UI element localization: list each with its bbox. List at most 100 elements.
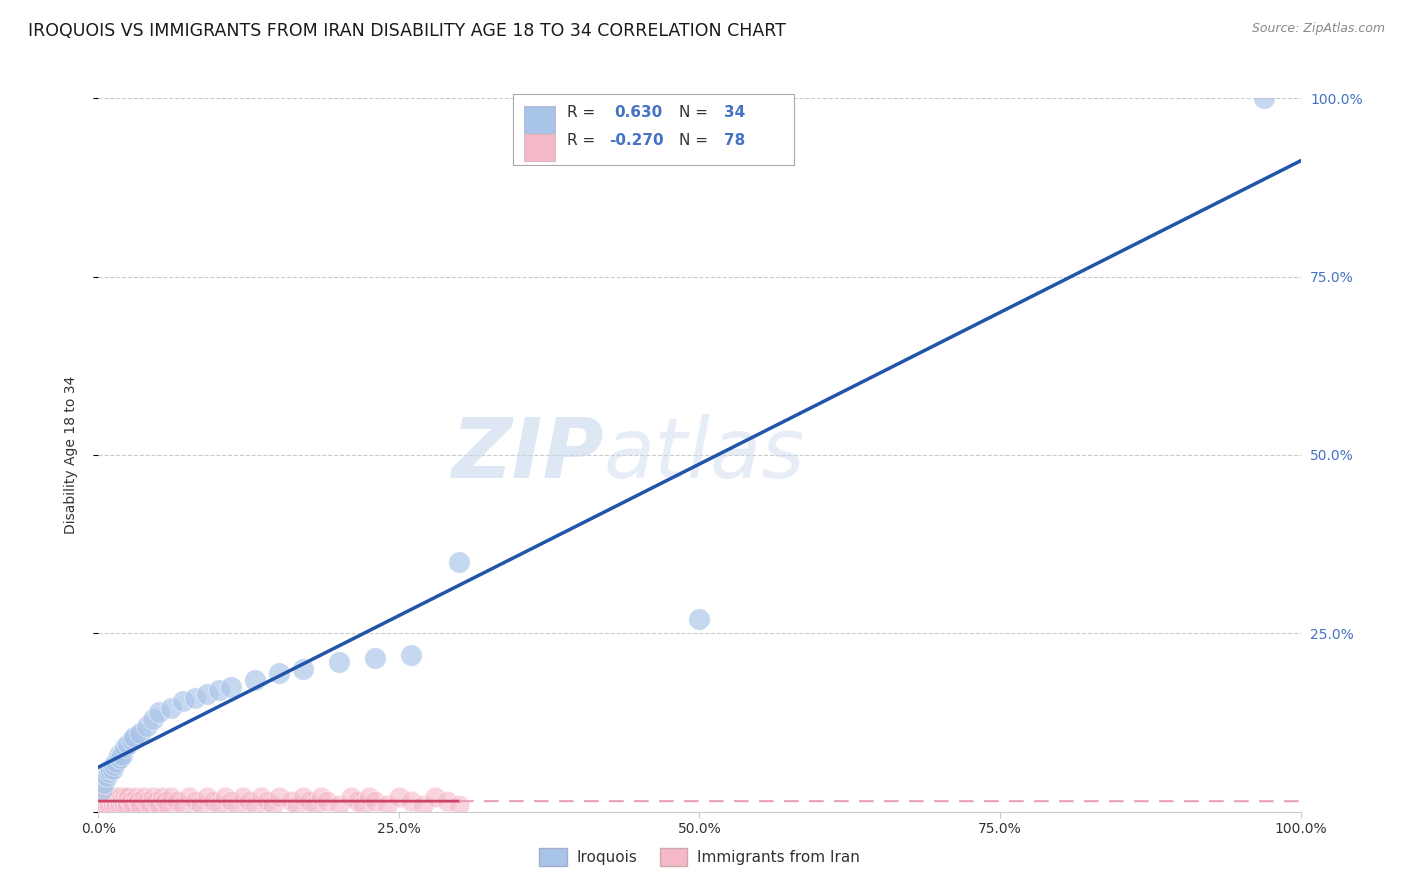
Point	[148, 705, 170, 719]
Point	[117, 797, 139, 812]
Point	[183, 690, 205, 705]
Point	[132, 790, 155, 805]
Point	[110, 790, 132, 805]
Point	[166, 794, 188, 808]
Point	[112, 797, 135, 812]
Point	[291, 662, 314, 676]
Point	[364, 651, 387, 665]
Text: ZIP: ZIP	[451, 415, 603, 495]
Text: R =: R =	[567, 105, 595, 120]
Point	[98, 765, 121, 780]
Point	[159, 790, 181, 805]
Point	[100, 762, 122, 776]
Point	[114, 740, 136, 755]
Point	[103, 790, 125, 805]
Point	[90, 794, 112, 808]
Point	[117, 737, 139, 751]
Point	[399, 794, 422, 808]
Point	[94, 797, 117, 812]
Legend: Iroquois, Immigrants from Iran: Iroquois, Immigrants from Iran	[533, 842, 866, 871]
Point	[436, 794, 458, 808]
Point	[122, 797, 145, 812]
Text: 78: 78	[724, 133, 745, 148]
Point	[104, 794, 127, 808]
Point	[91, 783, 114, 797]
Point	[201, 794, 224, 808]
Point	[195, 687, 218, 701]
Point	[111, 794, 134, 808]
Text: R =: R =	[567, 133, 595, 148]
Point	[447, 555, 470, 569]
Point	[328, 797, 350, 812]
Point	[298, 794, 321, 808]
Point	[121, 733, 143, 747]
Point	[107, 790, 129, 805]
Text: N =: N =	[679, 133, 709, 148]
Text: 34: 34	[724, 105, 745, 120]
Text: N =: N =	[679, 105, 709, 120]
Point	[91, 790, 114, 805]
Point	[105, 797, 128, 812]
Point	[93, 776, 115, 790]
Point	[172, 797, 194, 812]
Point	[98, 797, 121, 812]
Point	[219, 680, 242, 694]
Point	[141, 712, 163, 726]
Point	[267, 790, 290, 805]
Point	[105, 755, 128, 769]
Point	[108, 747, 131, 762]
Point	[172, 694, 194, 708]
Text: -0.270: -0.270	[609, 133, 664, 148]
Point	[262, 797, 284, 812]
Point	[135, 794, 157, 808]
Point	[352, 797, 374, 812]
Point	[141, 790, 163, 805]
Point	[285, 797, 308, 812]
Point	[108, 751, 131, 765]
Point	[96, 790, 118, 805]
Point	[129, 797, 152, 812]
Point	[125, 790, 148, 805]
Point	[280, 794, 302, 808]
Point	[145, 794, 167, 808]
Point	[315, 794, 337, 808]
Point	[129, 726, 152, 740]
Point	[157, 797, 180, 812]
Point	[364, 794, 387, 808]
Point	[190, 797, 212, 812]
Text: 0.630: 0.630	[614, 105, 662, 120]
Point	[243, 797, 266, 812]
Point	[150, 790, 173, 805]
Point	[340, 790, 363, 805]
Point	[243, 673, 266, 687]
Point	[238, 794, 260, 808]
Point	[115, 794, 138, 808]
Point	[232, 790, 254, 805]
Point	[114, 790, 136, 805]
Point	[89, 797, 111, 812]
Point	[291, 790, 314, 805]
Point	[388, 790, 411, 805]
Point	[139, 797, 162, 812]
Point	[328, 655, 350, 669]
Point	[375, 797, 398, 812]
Point	[1253, 91, 1275, 105]
Text: Source: ZipAtlas.com: Source: ZipAtlas.com	[1251, 22, 1385, 36]
Point	[447, 797, 470, 812]
Point	[689, 612, 711, 626]
Point	[256, 794, 278, 808]
Point	[101, 762, 124, 776]
Point	[219, 794, 242, 808]
Point	[111, 747, 134, 762]
Point	[412, 797, 434, 812]
Point	[346, 794, 368, 808]
Point	[309, 790, 332, 805]
Point	[108, 794, 131, 808]
Point	[148, 797, 170, 812]
Point	[100, 794, 122, 808]
Point	[127, 794, 149, 808]
Point	[208, 797, 231, 812]
Point	[357, 790, 380, 805]
Point	[100, 790, 122, 805]
Point	[153, 794, 176, 808]
